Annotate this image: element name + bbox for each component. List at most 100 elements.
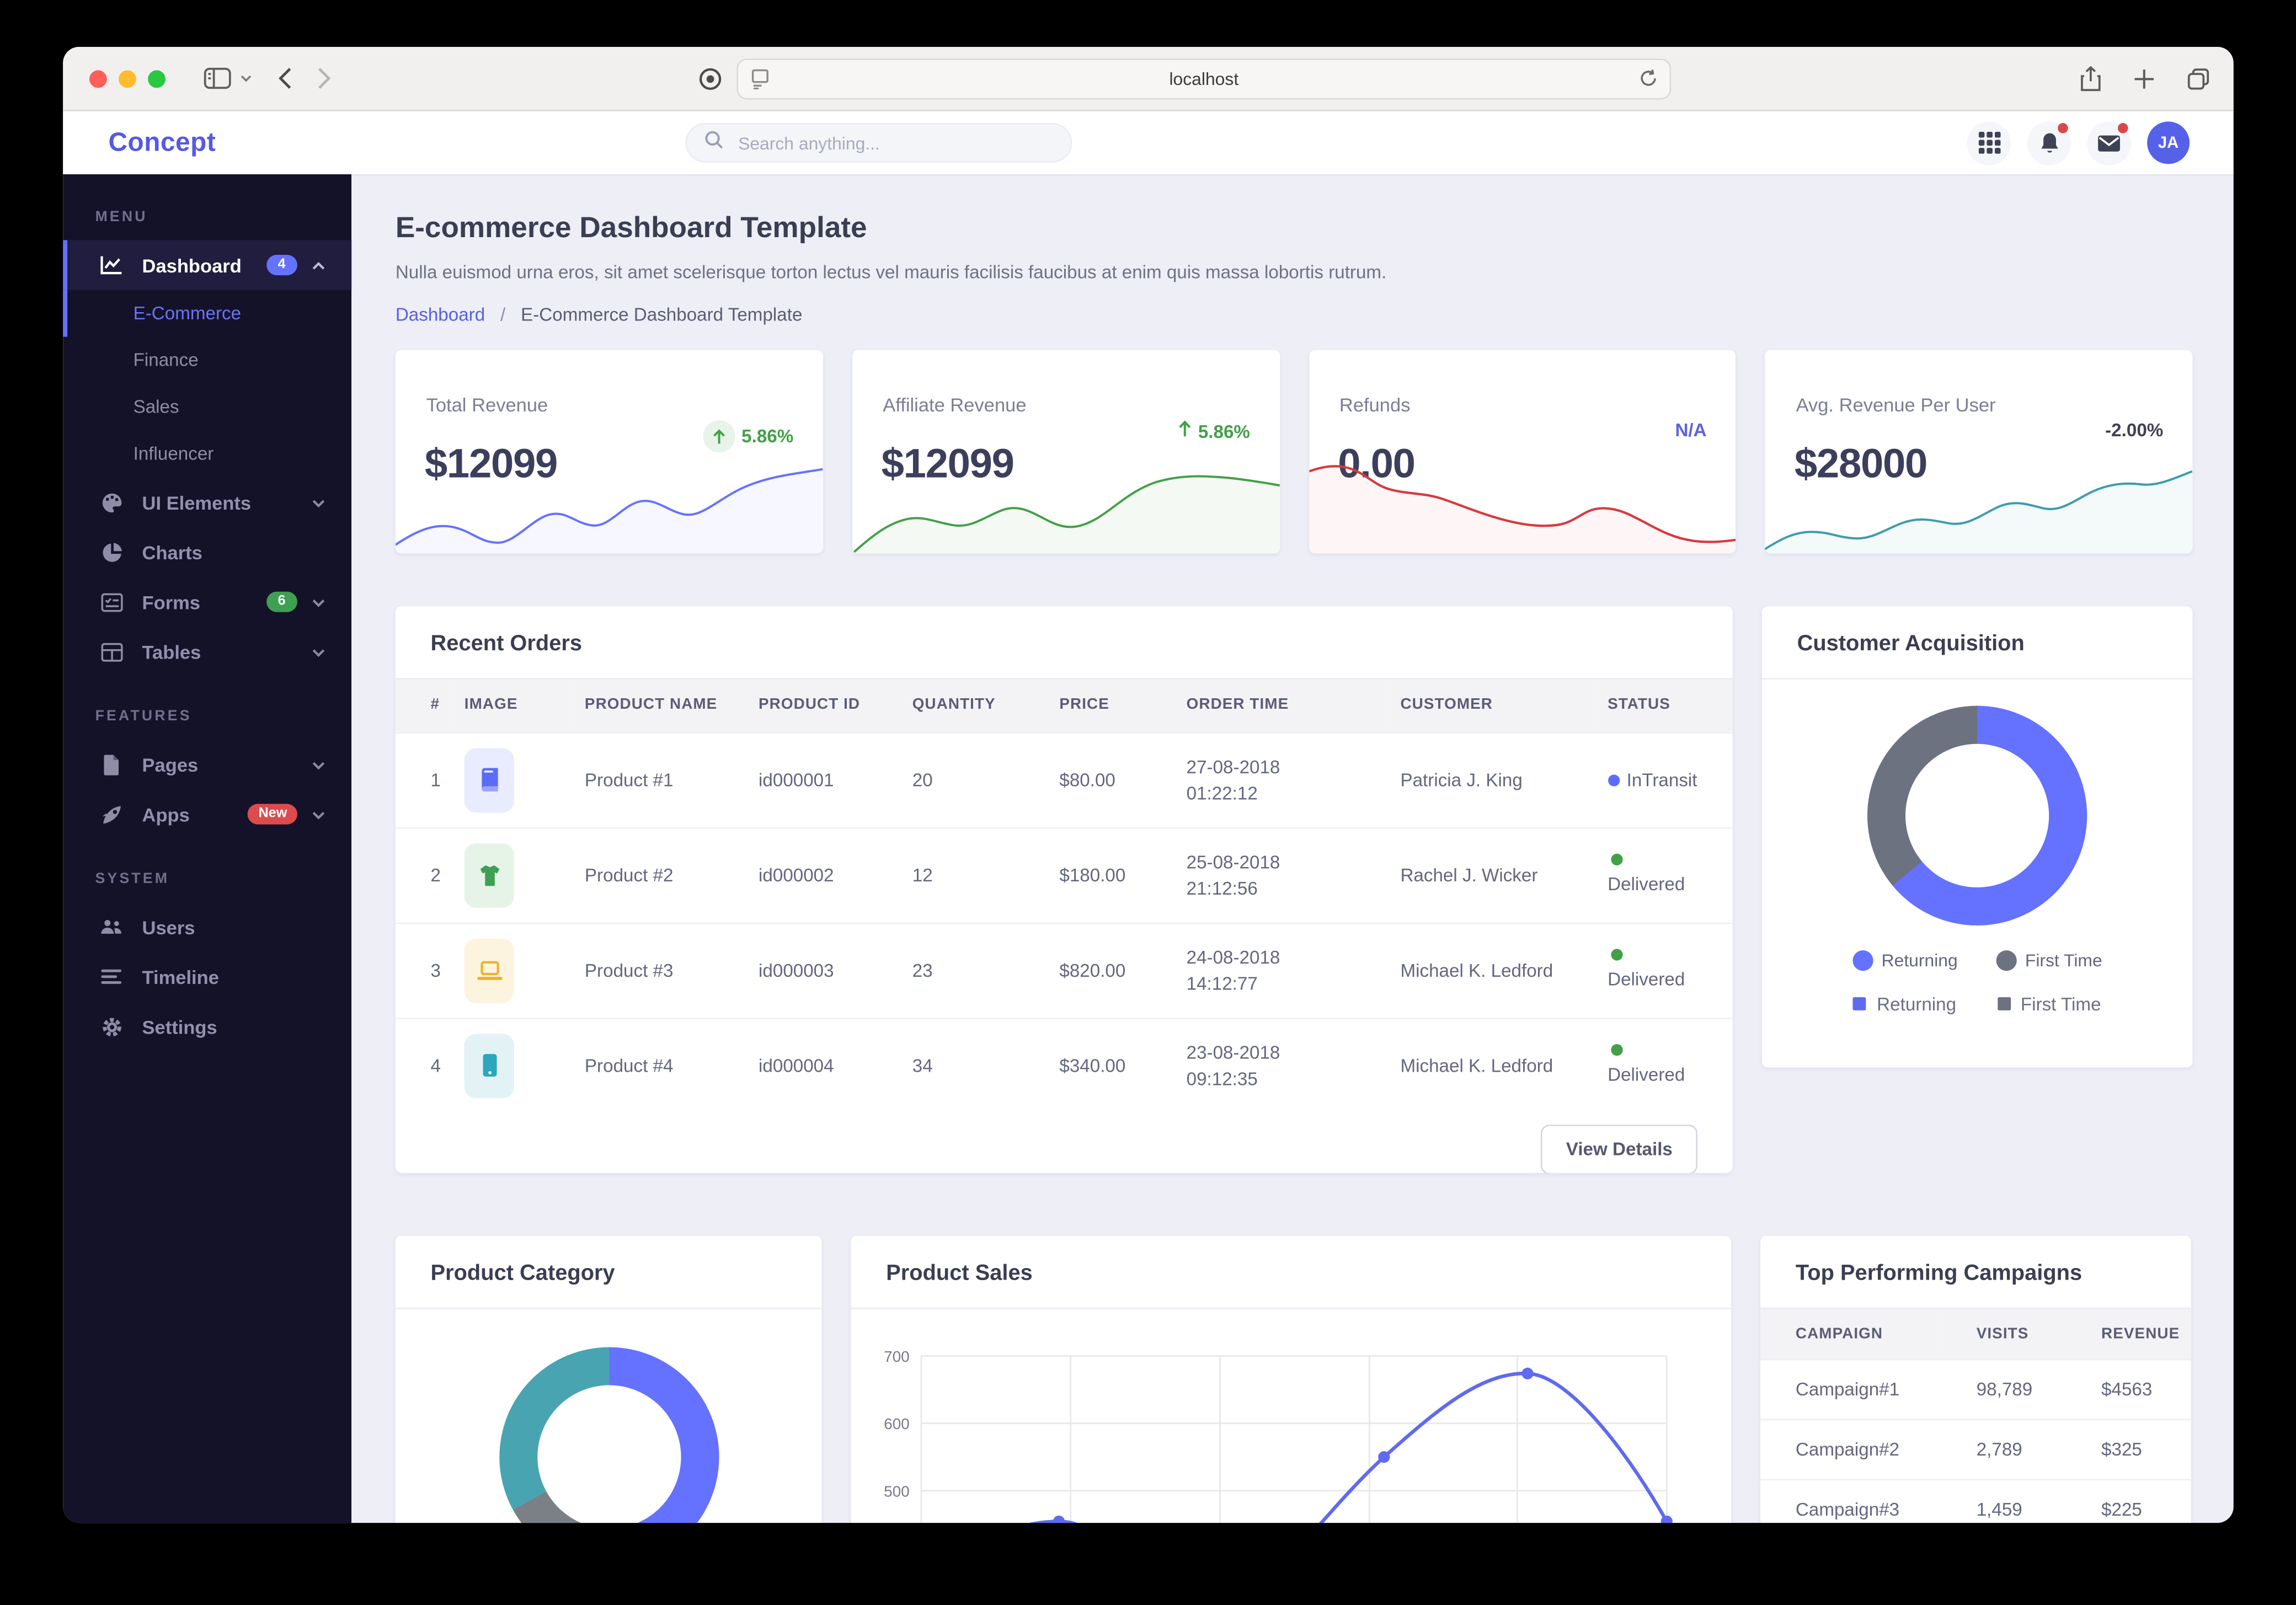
avatar[interactable]: JA xyxy=(2147,121,2190,164)
sidebar-item-label: Settings xyxy=(142,1015,217,1037)
message-dot xyxy=(2117,122,2128,133)
zoom-window-button[interactable] xyxy=(148,69,166,87)
product-sales-line-chart: 700 600 500 400 xyxy=(884,1348,1673,1523)
gear-icon xyxy=(100,1015,123,1037)
acquisition-legend: Returning First Time xyxy=(1762,950,2193,971)
browser-chrome: localhost xyxy=(63,46,2234,111)
status-dot-delivered xyxy=(1610,853,1622,865)
users-icon xyxy=(100,918,123,936)
status-cell: InTransit xyxy=(1599,731,1733,828)
y-tick-500: 500 xyxy=(884,1483,909,1500)
new-tab-icon[interactable] xyxy=(2134,68,2154,88)
chevron-down-icon xyxy=(312,588,325,615)
laptop-icon xyxy=(464,938,515,1003)
app-navbar: Concept JA xyxy=(63,111,2234,174)
sidebar-item-label: Apps xyxy=(142,803,190,826)
forms-badge: 6 xyxy=(266,591,297,613)
table-row: 3 Product #3 id000003 23 $820.00 24-08-2… xyxy=(395,922,1733,1018)
data-point-680 xyxy=(1521,1367,1534,1379)
rocket-icon xyxy=(100,803,123,825)
stat-label: Refunds xyxy=(1339,394,1411,416)
col-campaign: CAMPAIGN xyxy=(1760,1309,1941,1360)
table-icon xyxy=(100,642,123,661)
col-price: PRICE xyxy=(1050,679,1178,733)
data-point-555 xyxy=(1378,1451,1390,1463)
acquisition-legend-secondary: Returning First Time xyxy=(1762,994,2193,1015)
back-icon[interactable] xyxy=(278,67,291,89)
notifications-button[interactable] xyxy=(2027,121,2071,165)
sidebar-section-system: SYSTEM xyxy=(95,871,170,887)
sidebar-item-settings[interactable]: Settings xyxy=(63,1002,351,1051)
col-quantity: QUANTITY xyxy=(903,679,1051,733)
sidebar-item-tables[interactable]: Tables xyxy=(63,627,351,676)
status-cell: Delivered xyxy=(1599,1017,1733,1113)
messages-button[interactable] xyxy=(2087,121,2131,165)
sidebar-toggle-icon[interactable] xyxy=(204,67,231,89)
apps-grid-button[interactable] xyxy=(1967,121,2011,165)
sidebar-item-ui-elements[interactable]: UI Elements xyxy=(63,477,351,527)
table-row: Campaign#3 1,459 $225 xyxy=(1760,1479,2191,1523)
col-visits: VISITS xyxy=(1941,1309,2067,1360)
close-window-button[interactable] xyxy=(89,69,107,87)
bell-icon xyxy=(2041,132,2058,152)
sidebar-item-label: Timeline xyxy=(142,965,219,988)
arrow-up-icon xyxy=(703,420,736,453)
smartphone-icon xyxy=(464,1033,515,1098)
sidebar-item-users[interactable]: Users xyxy=(63,902,351,951)
breadcrumb-separator: / xyxy=(500,304,506,325)
sidebar-item-label: Forms xyxy=(142,591,201,613)
campaigns-table: CAMPAIGN VISITS REVENUE Campaign#1 98,78… xyxy=(1760,1309,2191,1523)
recent-orders-title: Recent Orders xyxy=(430,631,582,656)
product-category-title: Product Category xyxy=(430,1260,615,1286)
data-point-455 xyxy=(1053,1515,1065,1523)
view-details-button[interactable]: View Details xyxy=(1541,1124,1698,1173)
sidebar-subitem-finance[interactable]: Finance xyxy=(133,350,199,371)
sidebar-subitem-influencer[interactable]: Influencer xyxy=(133,443,214,464)
stat-label: Total Revenue xyxy=(426,394,548,416)
form-icon xyxy=(100,592,123,612)
search-input-wrap[interactable] xyxy=(685,123,1072,163)
customer-acquisition-card: Customer Acquisition Returning First Tim… xyxy=(1761,606,2193,1068)
main-content: E-commerce Dashboard Template Nulla euis… xyxy=(351,174,2234,1523)
legend-item-returning[interactable]: Returning xyxy=(1853,994,1956,1015)
table-row: 1 Product #1 id000001 20 $80.00 27-08-20… xyxy=(395,731,1733,828)
chevron-down-icon xyxy=(312,489,325,516)
sidebar-subitem-sales[interactable]: Sales xyxy=(133,397,179,418)
stat-delta: N/A xyxy=(1675,420,1707,441)
stat-value: 0.00 xyxy=(1338,441,1416,486)
sidebar-item-apps[interactable]: Apps New xyxy=(63,789,351,839)
product-category-card: Product Category xyxy=(395,1235,822,1523)
customer-acquisition-donut xyxy=(1867,705,2087,925)
sidebar-subitem-ecommerce[interactable]: E-Commerce xyxy=(63,290,351,337)
search-input[interactable] xyxy=(735,131,1053,155)
sidebar-item-charts[interactable]: Charts xyxy=(63,527,351,577)
share-icon[interactable] xyxy=(2080,65,2102,92)
sidebar-item-dashboard[interactable]: Dashboard 4 xyxy=(63,240,352,290)
sidebar-item-pages[interactable]: Pages xyxy=(63,740,351,789)
sidebar-item-timeline[interactable]: Timeline xyxy=(63,952,351,1002)
url-bar[interactable]: localhost xyxy=(736,57,1672,99)
browser-window: localhost Concept xyxy=(63,46,2234,1523)
reader-mode-icon[interactable] xyxy=(750,68,770,95)
col-status: STATUS xyxy=(1599,679,1733,733)
product-category-donut xyxy=(498,1347,719,1523)
col-num: # xyxy=(395,679,456,733)
minimize-window-button[interactable] xyxy=(119,69,136,87)
col-product-name: PRODUCT NAME xyxy=(575,679,750,733)
table-header-row: # IMAGE PRODUCT NAME PRODUCT ID QUANTITY… xyxy=(395,679,1733,733)
customer-acquisition-title: Customer Acquisition xyxy=(1797,631,2025,656)
sidebar-item-forms[interactable]: Forms 6 xyxy=(63,577,351,627)
stat-value: $12099 xyxy=(881,441,1014,486)
forward-icon[interactable] xyxy=(318,67,331,89)
app-logo[interactable]: Concept xyxy=(108,127,216,157)
page-settings-icon[interactable] xyxy=(698,67,722,90)
tab-overview-icon[interactable] xyxy=(2187,67,2210,90)
legend-item-first-time[interactable]: First Time xyxy=(1997,994,2101,1015)
chevron-down-icon[interactable] xyxy=(240,74,252,82)
product-sales-card: Product Sales 700 600 500 400 xyxy=(851,1235,1732,1523)
breadcrumb-dashboard-link[interactable]: Dashboard xyxy=(395,304,485,325)
timeline-bars-icon xyxy=(100,969,123,985)
reload-icon[interactable] xyxy=(1639,68,1658,94)
traffic-lights xyxy=(89,69,166,87)
